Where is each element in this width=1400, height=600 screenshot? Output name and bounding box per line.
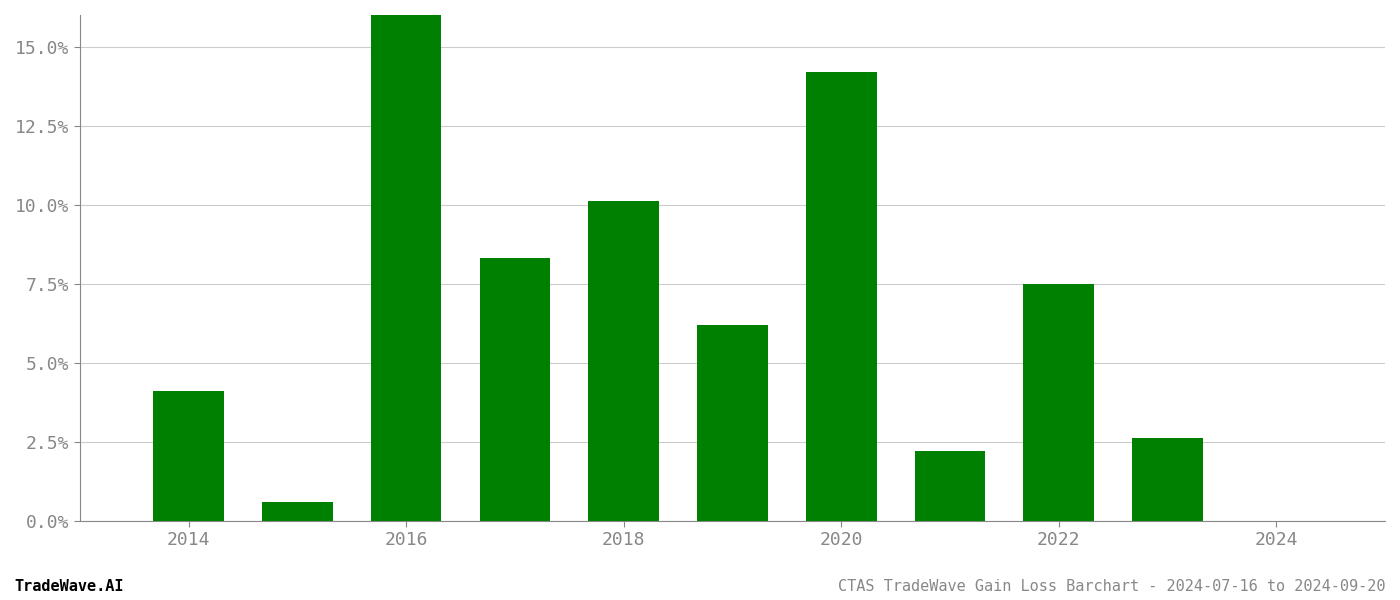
- Bar: [1023, 284, 1093, 521]
- Bar: [697, 325, 767, 521]
- Bar: [371, 0, 441, 521]
- Bar: [914, 451, 986, 521]
- Bar: [588, 202, 659, 521]
- Text: TradeWave.AI: TradeWave.AI: [14, 579, 123, 594]
- Bar: [153, 391, 224, 521]
- Text: CTAS TradeWave Gain Loss Barchart - 2024-07-16 to 2024-09-20: CTAS TradeWave Gain Loss Barchart - 2024…: [839, 579, 1386, 594]
- Bar: [1133, 439, 1203, 521]
- Bar: [806, 72, 876, 521]
- Bar: [262, 502, 333, 521]
- Bar: [480, 259, 550, 521]
